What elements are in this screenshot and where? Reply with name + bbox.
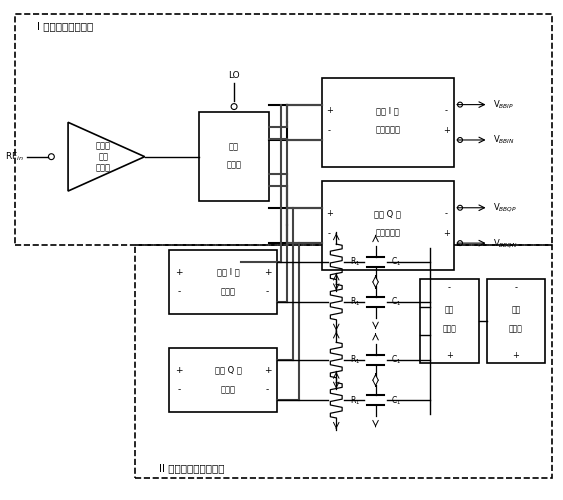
Text: V$_{BBIN}$: V$_{BBIN}$ bbox=[493, 134, 515, 146]
Text: 放大器: 放大器 bbox=[443, 324, 456, 334]
Text: 正交 Q 路: 正交 Q 路 bbox=[215, 366, 242, 375]
Text: +: + bbox=[443, 229, 450, 238]
Text: -: - bbox=[515, 283, 517, 292]
Bar bbox=[169, 250, 278, 314]
Text: 低噪声: 低噪声 bbox=[96, 142, 111, 150]
Text: R$_1$: R$_1$ bbox=[350, 256, 360, 268]
Bar bbox=[321, 78, 454, 166]
Text: +: + bbox=[446, 350, 453, 360]
Text: V$_{BBIP}$: V$_{BBIP}$ bbox=[493, 98, 515, 111]
Text: I 接收机信号主通路: I 接收机信号主通路 bbox=[37, 21, 93, 31]
Text: R$_1$: R$_1$ bbox=[350, 296, 360, 308]
Text: 正交 Q 路: 正交 Q 路 bbox=[374, 209, 401, 218]
Text: 正交 I 路: 正交 I 路 bbox=[217, 268, 240, 276]
Text: R$_1$: R$_1$ bbox=[350, 394, 360, 406]
Text: 放大器: 放大器 bbox=[509, 324, 523, 334]
Text: C$_1$: C$_1$ bbox=[391, 296, 401, 308]
Bar bbox=[420, 280, 479, 363]
Text: -: - bbox=[177, 287, 181, 296]
Text: -: - bbox=[177, 386, 181, 394]
Bar bbox=[486, 280, 546, 363]
Bar bbox=[321, 181, 454, 270]
Text: C$_1$: C$_1$ bbox=[391, 256, 401, 268]
Text: 跨阻放大器: 跨阻放大器 bbox=[376, 229, 400, 238]
Text: -: - bbox=[328, 229, 331, 238]
Text: 回转器: 回转器 bbox=[221, 386, 236, 394]
Text: C$_1$: C$_1$ bbox=[391, 394, 401, 406]
Bar bbox=[15, 14, 552, 245]
Text: II 干扰信号能量收集器: II 干扰信号能量收集器 bbox=[159, 463, 225, 473]
Text: +: + bbox=[263, 366, 271, 375]
Text: 回转器: 回转器 bbox=[221, 287, 236, 296]
Text: -: - bbox=[266, 386, 269, 394]
Text: 混频器: 混频器 bbox=[226, 160, 242, 169]
Text: 无源: 无源 bbox=[229, 142, 239, 152]
Text: +: + bbox=[175, 366, 183, 375]
Bar bbox=[169, 348, 278, 412]
Text: C$_1$: C$_1$ bbox=[391, 354, 401, 366]
Text: +: + bbox=[263, 268, 271, 276]
Text: 跨阻放大器: 跨阻放大器 bbox=[376, 126, 400, 134]
Text: R$_1$: R$_1$ bbox=[350, 354, 360, 366]
Text: -: - bbox=[448, 283, 451, 292]
Text: -: - bbox=[445, 209, 448, 218]
Text: +: + bbox=[175, 268, 183, 276]
Text: LO: LO bbox=[228, 70, 240, 80]
Bar bbox=[135, 245, 552, 478]
Polygon shape bbox=[68, 122, 145, 191]
Text: +: + bbox=[326, 209, 333, 218]
Text: 放大器: 放大器 bbox=[96, 163, 111, 172]
Text: 跨导: 跨导 bbox=[511, 305, 521, 314]
Text: -: - bbox=[445, 106, 448, 115]
Bar bbox=[199, 112, 270, 201]
Text: -: - bbox=[266, 287, 269, 296]
Text: 跨导: 跨导 bbox=[99, 152, 109, 161]
Text: RF$_{in}$: RF$_{in}$ bbox=[5, 150, 24, 163]
Text: V$_{BBQN}$: V$_{BBQN}$ bbox=[493, 236, 518, 250]
Text: 正交 I 路: 正交 I 路 bbox=[377, 106, 399, 115]
Text: V$_{BBQP}$: V$_{BBQP}$ bbox=[493, 202, 517, 214]
Text: -: - bbox=[328, 126, 331, 134]
Text: +: + bbox=[512, 350, 520, 360]
Text: +: + bbox=[443, 126, 450, 134]
Text: 跨导: 跨导 bbox=[445, 305, 454, 314]
Text: +: + bbox=[326, 106, 333, 115]
